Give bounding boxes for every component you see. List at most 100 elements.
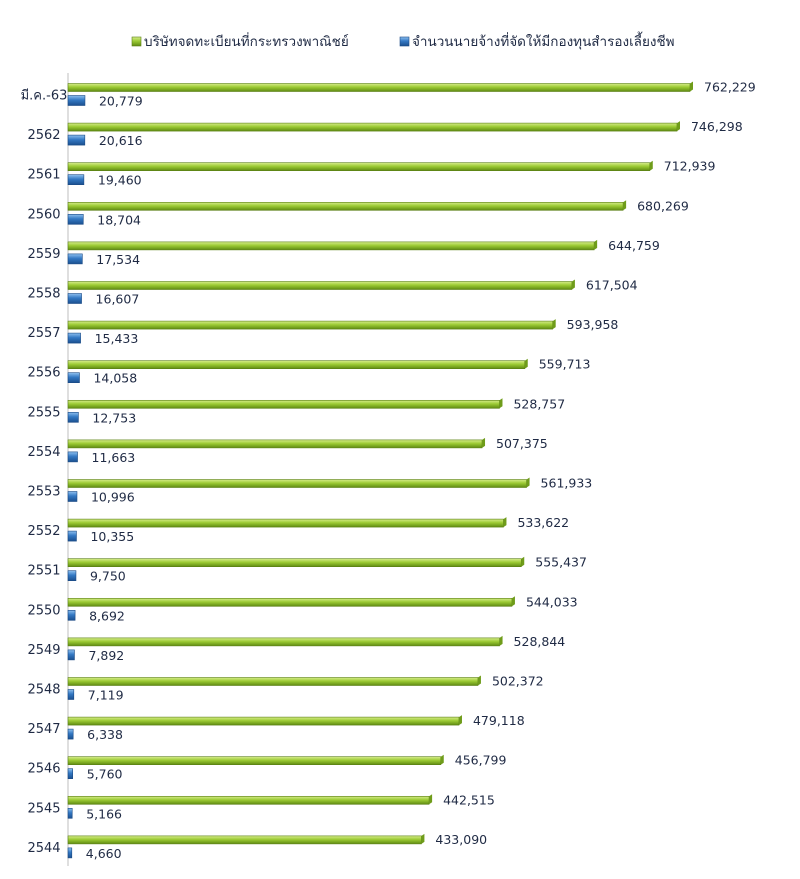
bar-provident-fund-employers-6 xyxy=(67,293,82,304)
value-label-provident-fund-employers-19: 5,166 xyxy=(86,806,122,821)
bar-cap-registered-companies-4 xyxy=(623,200,627,211)
bar-registered-companies-4 xyxy=(67,202,624,211)
value-label-registered-companies-5: 644,759 xyxy=(608,238,660,253)
value-label-registered-companies-15: 528,844 xyxy=(514,634,566,649)
bar-cap-registered-companies-1 xyxy=(690,81,693,92)
category-label-1: มี.ค.-63 xyxy=(21,88,68,104)
bar-registered-companies-8 xyxy=(67,360,526,370)
bar-provident-fund-employers-19 xyxy=(67,807,73,819)
legend-provident-fund-employers-swatch xyxy=(399,36,410,47)
value-label-provident-fund-employers-2: 20,616 xyxy=(99,133,143,148)
category-label-3: 2561 xyxy=(27,168,60,183)
value-label-provident-fund-employers-16: 7,119 xyxy=(88,688,124,703)
bar-cap-registered-companies-6 xyxy=(571,279,575,290)
bar-registered-companies-3 xyxy=(67,162,651,171)
value-label-registered-companies-17: 479,118 xyxy=(473,713,525,728)
bar-registered-companies-20 xyxy=(67,835,422,845)
bar-provident-fund-employers-17 xyxy=(67,728,74,740)
value-label-registered-companies-14: 544,033 xyxy=(526,594,578,609)
bar-registered-companies-13 xyxy=(67,558,522,568)
category-label-11: 2553 xyxy=(27,485,60,500)
bar-provident-fund-employers-1 xyxy=(67,95,86,106)
category-label-5: 2559 xyxy=(27,247,60,262)
category-label-18: 2546 xyxy=(27,762,60,777)
bar-cap-registered-companies-9 xyxy=(499,398,503,409)
bar-registered-companies-14 xyxy=(67,597,513,607)
bar-provident-fund-employers-9 xyxy=(67,411,79,423)
bar-provident-fund-employers-4 xyxy=(67,214,84,225)
bar-cap-registered-companies-14 xyxy=(511,596,515,607)
category-label-10: 2554 xyxy=(27,445,60,460)
category-label-9: 2555 xyxy=(27,405,60,420)
bar-registered-companies-5 xyxy=(67,241,595,251)
category-label-7: 2557 xyxy=(27,326,60,341)
value-label-provident-fund-employers-11: 10,996 xyxy=(91,490,135,505)
value-label-registered-companies-20: 433,090 xyxy=(435,832,487,847)
category-label-20: 2544 xyxy=(27,841,60,856)
value-label-provident-fund-employers-6: 16,607 xyxy=(96,292,140,307)
category-label-6: 2558 xyxy=(27,287,60,302)
bar-registered-companies-12 xyxy=(67,518,504,528)
category-labels: มี.ค.-63 2562 2561 2560 2559 2558 2557 2556 2555… xyxy=(21,88,68,856)
legend-registered-companies-label: บริษัทจดทะเบียนที่กระทรวงพาณิชย์ xyxy=(144,32,349,50)
value-label-registered-companies-18: 456,799 xyxy=(455,753,507,768)
bar-cap-registered-companies-17 xyxy=(458,715,462,726)
value-label-provident-fund-employers-12: 10,355 xyxy=(90,529,134,544)
bar-cap-registered-companies-10 xyxy=(482,437,486,448)
bar-cap-registered-companies-5 xyxy=(594,239,598,250)
value-label-provident-fund-employers-3: 19,460 xyxy=(98,173,142,188)
value-label-provident-fund-employers-8: 14,058 xyxy=(93,371,137,386)
bar-registered-companies-10 xyxy=(67,439,483,449)
value-label-provident-fund-employers-5: 17,534 xyxy=(96,252,140,267)
bar-cap-registered-companies-7 xyxy=(552,319,556,330)
category-label-2: 2562 xyxy=(27,128,60,143)
value-label-registered-companies-6: 617,504 xyxy=(586,278,638,293)
bar-provident-fund-employers-20 xyxy=(67,847,73,859)
value-label-provident-fund-employers-18: 5,760 xyxy=(87,767,123,782)
bar-cap-registered-companies-12 xyxy=(503,517,507,528)
bar-registered-companies-1 xyxy=(67,83,691,92)
bar-registered-companies-16 xyxy=(67,677,479,686)
category-label-16: 2548 xyxy=(27,683,60,698)
bar-cap-registered-companies-19 xyxy=(429,794,433,805)
bar-provident-fund-employers-11 xyxy=(67,491,78,502)
value-label-provident-fund-employers-14: 8,692 xyxy=(89,608,125,623)
category-label-12: 2552 xyxy=(27,524,60,539)
bar-provident-fund-employers-3 xyxy=(67,174,85,185)
value-label-provident-fund-employers-4: 18,704 xyxy=(97,212,141,227)
value-label-provident-fund-employers-9: 12,753 xyxy=(92,410,136,425)
value-label-registered-companies-2: 746,298 xyxy=(691,119,743,134)
bar-provident-fund-employers-7 xyxy=(67,332,81,344)
value-label-provident-fund-employers-17: 6,338 xyxy=(87,727,123,742)
value-label-provident-fund-employers-7: 15,433 xyxy=(95,331,139,346)
bar-registered-companies-6 xyxy=(67,281,573,290)
bar-cap-registered-companies-16 xyxy=(477,675,481,686)
bar-provident-fund-employers-2 xyxy=(67,134,86,146)
bar-registered-companies-7 xyxy=(67,320,553,330)
bar-registered-companies-15 xyxy=(67,637,500,647)
bar-provident-fund-employers-14 xyxy=(67,609,76,621)
bars-group xyxy=(67,81,693,859)
bar-cap-registered-companies-18 xyxy=(440,754,444,765)
value-label-registered-companies-1: 762,229 xyxy=(704,80,756,95)
bar-registered-companies-11 xyxy=(67,479,527,488)
value-label-registered-companies-16: 502,372 xyxy=(492,674,544,689)
value-label-provident-fund-employers-10: 11,663 xyxy=(92,450,136,465)
category-label-8: 2556 xyxy=(27,366,60,381)
bar-cap-registered-companies-13 xyxy=(521,556,525,567)
bar-registered-companies-18 xyxy=(67,756,442,766)
bar-registered-companies-17 xyxy=(67,716,460,726)
value-label-registered-companies-13: 555,437 xyxy=(535,555,587,570)
category-label-19: 2545 xyxy=(27,801,60,816)
bar-provident-fund-employers-10 xyxy=(67,451,78,463)
value-label-provident-fund-employers-20: 4,660 xyxy=(86,846,122,861)
value-label-provident-fund-employers-1: 20,779 xyxy=(99,94,143,109)
bar-cap-registered-companies-8 xyxy=(524,358,528,369)
bar-registered-companies-9 xyxy=(67,399,500,409)
bar-provident-fund-employers-13 xyxy=(67,570,77,582)
bar-provident-fund-employers-15 xyxy=(67,649,75,661)
bar-provident-fund-employers-5 xyxy=(67,253,83,265)
value-label-registered-companies-4: 680,269 xyxy=(637,198,689,213)
value-label-registered-companies-7: 593,958 xyxy=(567,317,619,332)
